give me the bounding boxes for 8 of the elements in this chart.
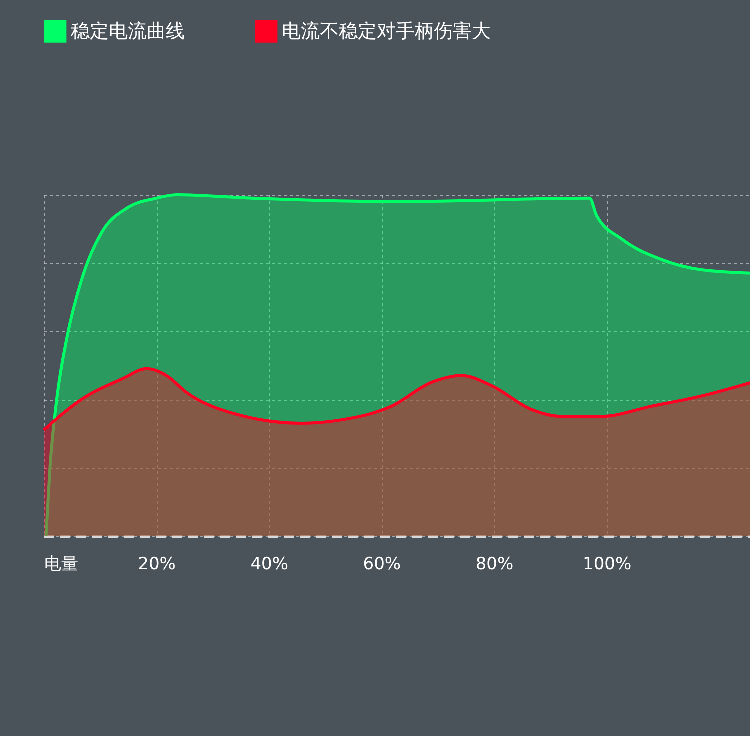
- x-tick-label: 100%: [582, 554, 632, 574]
- x-tick-label: 20%: [138, 554, 176, 574]
- legend-label: 电流不稳定对手柄伤害大: [282, 20, 491, 43]
- x-tick-label: 80%: [476, 554, 514, 574]
- x-tick-label: 电量: [44, 554, 78, 574]
- x-tick-label: 40%: [250, 554, 289, 574]
- legend-label: 稳定电流曲线: [71, 20, 185, 43]
- x-tick-label: 60%: [363, 554, 402, 574]
